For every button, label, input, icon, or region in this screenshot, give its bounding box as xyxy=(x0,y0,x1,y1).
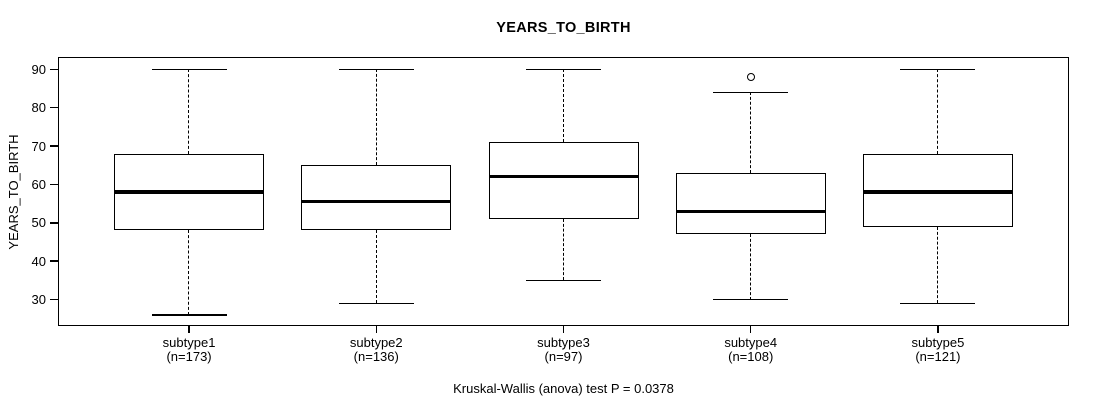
y-tick-mark xyxy=(50,298,58,301)
y-tick-mark xyxy=(50,68,58,71)
x-tick-mark xyxy=(375,326,378,333)
y-tick-mark xyxy=(50,145,58,147)
y-tick-label: 40 xyxy=(31,253,46,269)
lower-whisker-stem xyxy=(562,218,564,281)
x-category-label: subtype1 (n=173) xyxy=(99,336,279,363)
x-category-label: subtype5 (n=121) xyxy=(848,336,1028,363)
median-line xyxy=(675,209,826,213)
upper-whisker-stem xyxy=(562,69,564,143)
upper-whisker-stem xyxy=(937,69,939,154)
lower-whisker-stem xyxy=(937,226,939,304)
y-tick-label: 80 xyxy=(31,100,46,116)
category-name: subtype1 xyxy=(162,335,216,350)
category-count: (n=136) xyxy=(353,348,399,364)
y-tick-label: 50 xyxy=(31,215,46,231)
upper-whisker-stem xyxy=(375,69,377,166)
iqr-box xyxy=(301,165,452,231)
x-tick-mark xyxy=(562,326,565,333)
x-category-label: subtype2 (n=136) xyxy=(286,336,466,363)
outlier-point xyxy=(746,72,755,81)
y-tick-mark xyxy=(50,106,58,109)
y-tick-label: 70 xyxy=(31,138,46,154)
iqr-box xyxy=(862,153,1013,227)
median-line xyxy=(862,190,1013,194)
category-name: subtype2 xyxy=(349,335,403,350)
category-count: (n=108) xyxy=(728,348,774,364)
y-tick-label: 90 xyxy=(31,61,46,77)
median-line xyxy=(301,199,452,204)
category-count: (n=97) xyxy=(544,348,583,364)
category-count: (n=121) xyxy=(915,348,961,364)
plot-area: 30 40 50 60 70 80 90 subtype1 (n=173) subtype2 (n=… xyxy=(32,57,1069,363)
upper-whisker-stem xyxy=(188,69,190,154)
upper-whisker-cap xyxy=(338,68,414,71)
y-tick-label: 60 xyxy=(31,176,46,192)
y-tick-mark xyxy=(50,260,58,262)
plot-frame xyxy=(58,57,1069,326)
lower-whisker-stem xyxy=(749,234,751,300)
category-name: subtype5 xyxy=(911,335,965,350)
iqr-box xyxy=(675,172,826,235)
lower-whisker-cap xyxy=(338,302,414,305)
x-category-label: subtype4 (n=108) xyxy=(661,336,841,363)
kruskal-wallis-annotation: Kruskal-Wallis (anova) test P = 0.0378 xyxy=(453,381,674,396)
y-tick-mark xyxy=(50,222,58,224)
category-name: subtype3 xyxy=(537,335,590,350)
category-name: subtype4 xyxy=(724,335,778,350)
x-tick-mark xyxy=(749,326,752,333)
x-category-label: subtype3 (n=97) xyxy=(474,336,654,363)
y-tick-mark xyxy=(50,183,58,186)
y-tick-label: 30 xyxy=(31,292,46,308)
lower-whisker-stem xyxy=(375,230,377,304)
x-tick-mark xyxy=(937,326,939,333)
lower-whisker-cap xyxy=(526,279,601,282)
category-count: (n=173) xyxy=(166,348,212,364)
lower-whisker-stem xyxy=(188,230,190,315)
upper-whisker-cap xyxy=(713,91,789,94)
chart-title: YEARS_TO_BIRTH xyxy=(496,20,631,36)
median-line xyxy=(488,174,639,179)
median-line xyxy=(114,190,265,194)
upper-whisker-stem xyxy=(749,92,751,173)
iqr-box xyxy=(488,142,639,219)
upper-whisker-cap xyxy=(151,68,227,71)
lower-whisker-cap xyxy=(151,314,227,316)
upper-whisker-cap xyxy=(900,68,976,71)
lower-whisker-cap xyxy=(900,302,976,305)
upper-whisker-cap xyxy=(526,68,601,71)
lower-whisker-cap xyxy=(713,298,789,301)
x-tick-mark xyxy=(188,326,190,333)
